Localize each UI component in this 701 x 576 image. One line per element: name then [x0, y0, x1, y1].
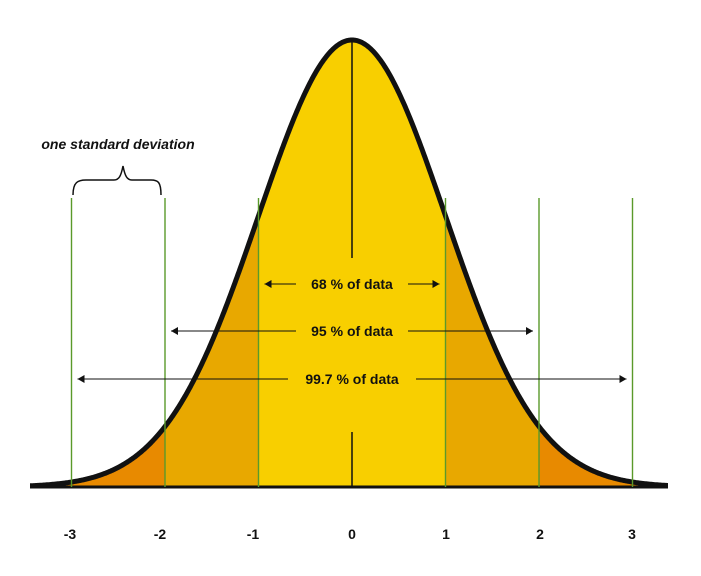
range-arrow-68: [264, 280, 440, 288]
standard-deviation-lines: [70, 198, 634, 487]
range-label-99-7: 99.7 % of data: [305, 371, 399, 387]
bell-curve-outline: [28, 37, 670, 489]
tick-label-3: 3: [628, 526, 636, 542]
tick-label-neg2: -2: [154, 526, 167, 542]
range-arrow-95: [171, 327, 533, 335]
x-axis-tick-labels: -3 -2 -1 0 1 2 3: [64, 526, 636, 542]
standard-deviation-bracket: one standard deviation: [41, 136, 195, 196]
tick-label-neg3: -3: [64, 526, 77, 542]
sd-note: one standard deviation: [41, 136, 194, 152]
range-arrows: [77, 280, 627, 383]
tick-label-neg1: -1: [247, 526, 260, 542]
bell-curve-fills: [30, 40, 668, 487]
range-label-68: 68 % of data: [311, 276, 393, 292]
fill-band-center: [258, 40, 446, 487]
fill-tail-left: [30, 426, 165, 487]
range-labels: 68 % of data 95 % of data 99.7 % of data: [305, 276, 399, 387]
range-arrow-99-7: [77, 375, 627, 383]
tick-label-0: 0: [348, 526, 356, 542]
range-label-95: 95 % of data: [311, 323, 393, 339]
fill-tail-right: [539, 426, 668, 487]
tick-label-1: 1: [442, 526, 450, 542]
tick-label-2: 2: [536, 526, 544, 542]
